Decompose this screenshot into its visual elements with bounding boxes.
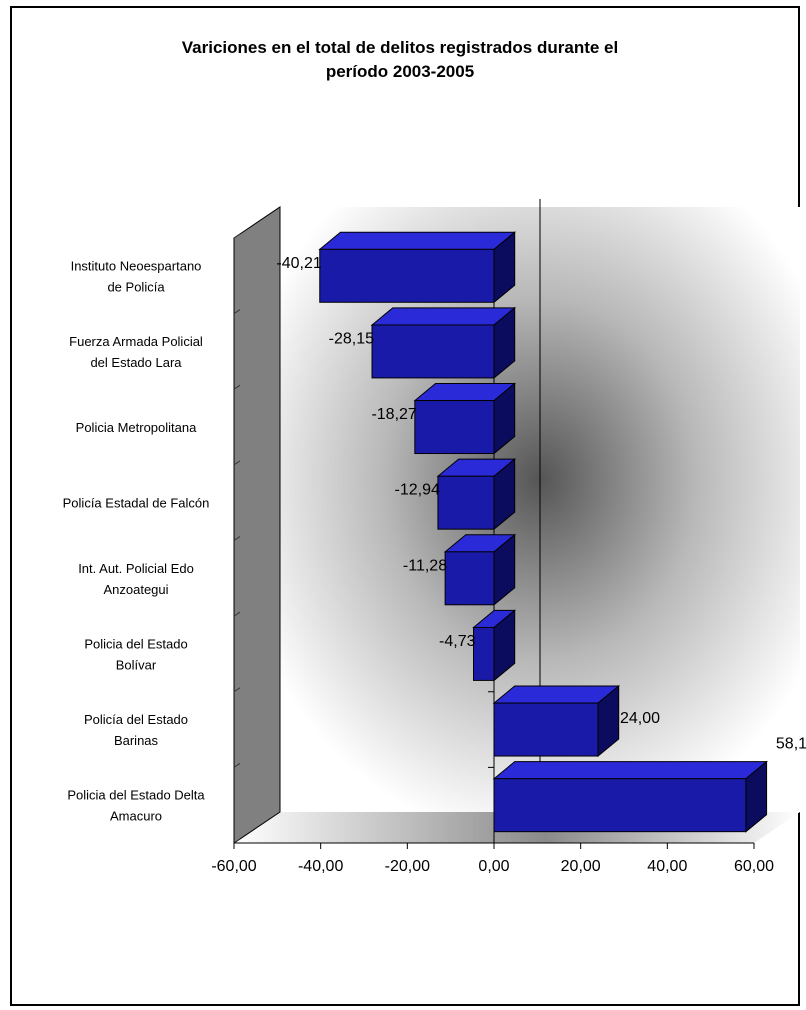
wall-tick (233, 309, 241, 315)
plot-area: -60,00 -40,00 -20,00 0,00 20,00 40,00 60,00 -40… (63, 199, 806, 875)
wall-tick (233, 233, 241, 239)
category-label-line: del Estado Lara (90, 355, 182, 370)
bar-top (492, 685, 621, 704)
bar (371, 324, 495, 379)
category-label-line: Barinas (114, 733, 159, 748)
chart-title: Variciones en el total de delitos regist… (60, 36, 740, 84)
bar (493, 702, 599, 757)
wall-tick (233, 536, 241, 541)
wall-tick (233, 611, 241, 617)
x-tick-label: -20,00 (385, 858, 430, 875)
x-tick-label: 0,00 (478, 858, 509, 875)
bar (493, 778, 747, 833)
x-tick-label: 60,00 (734, 858, 774, 875)
bar-top (318, 231, 517, 250)
category-label: Policía del Estado Barinas (84, 712, 188, 748)
category-label-line: Policia del Estado (84, 636, 187, 651)
data-label: 24,00 (620, 710, 660, 727)
data-label: -28,15 (329, 330, 374, 347)
bar (319, 248, 495, 303)
wall-tick (233, 384, 241, 390)
category-label: Policia del Estado Delta Amacuro (67, 788, 205, 824)
wall-tick (233, 460, 241, 466)
category-label: Instituto Neoespartano de Policía (71, 258, 202, 294)
category-label-line: Policia Metropolitana (76, 420, 197, 435)
bar (437, 475, 495, 530)
data-label: 58,13 (776, 736, 806, 753)
x-tick-label: -40,00 (298, 858, 343, 875)
category-label-line: Fuerza Armada Policial (69, 334, 203, 349)
chart-title-line-1: Variciones en el total de delitos regist… (181, 38, 619, 57)
category-label-line: Policía Estadal de Falcón (63, 496, 210, 511)
bar-top (370, 307, 517, 326)
category-label: Policía Estadal de Falcón (63, 496, 210, 511)
category-label-line: Bolívar (116, 657, 157, 672)
wall-tick (233, 838, 241, 844)
category-label-line: de Policía (107, 279, 165, 294)
bar (444, 551, 495, 606)
category-label: Fuerza Armada Policial del Estado Lara (69, 334, 203, 370)
bar-top (492, 761, 768, 780)
category-label: Policia del Estado Bolívar (84, 636, 187, 672)
side-wall (233, 206, 281, 844)
category-label-line: Int. Aut. Policial Edo (78, 561, 194, 576)
chart-title-line-2: período 2003-2005 (325, 62, 475, 81)
bar (414, 400, 495, 455)
data-label: -4,73 (439, 633, 476, 650)
category-label-line: Policía del Estado (84, 712, 188, 727)
wall-tick (233, 762, 241, 768)
bar (473, 626, 495, 681)
category-label: Policia Metropolitana (76, 420, 197, 435)
category-label-line: Policia del Estado Delta (67, 788, 205, 803)
category-label-line: Anzoategui (103, 582, 168, 597)
x-tick-label: -60,00 (211, 858, 256, 875)
x-tick-label: 20,00 (561, 858, 601, 875)
data-label: -11,28 (403, 557, 447, 574)
category-label: Int. Aut. Policial Edo Anzoategui (78, 561, 194, 597)
wall-tick (233, 687, 241, 693)
data-label: -12,94 (395, 482, 440, 499)
data-label: -40,21 (276, 255, 321, 272)
data-label: -18,27 (371, 406, 416, 423)
category-label-line: Amacuro (110, 809, 162, 824)
category-label-line: Instituto Neoespartano (71, 258, 202, 273)
x-tick-label: 40,00 (647, 858, 687, 875)
